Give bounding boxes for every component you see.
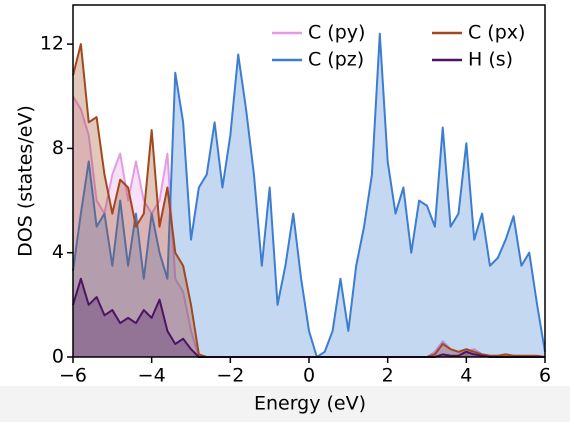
y-tick-label: 0 (52, 346, 64, 368)
x-tick-label: −2 (216, 365, 244, 387)
y-tick-label: 12 (40, 33, 64, 55)
y-axis-label: DOS (states/eV) (15, 105, 37, 257)
legend-label: C (px) (468, 22, 525, 44)
footer-band (0, 386, 570, 422)
legend-label: C (pz) (308, 49, 364, 71)
y-tick-label: 4 (52, 241, 64, 263)
x-tick-label: 4 (460, 365, 472, 387)
area (73, 33, 545, 357)
x-tick-label: 6 (539, 365, 551, 387)
plot-area (72, 32, 546, 358)
legend-label: C (py) (308, 22, 365, 44)
area (73, 96, 545, 357)
x-tick-label: −6 (59, 365, 87, 387)
area (73, 278, 545, 357)
legend-label: H (s) (468, 49, 513, 71)
x-tick-label: 2 (382, 365, 394, 387)
series-line (72, 32, 546, 358)
x-axis-label: Energy (eV) (254, 393, 366, 415)
x-tick-label: 0 (303, 365, 315, 387)
y-tick-label: 8 (52, 137, 64, 159)
x-tick-label: −4 (138, 365, 166, 387)
area (73, 44, 545, 357)
